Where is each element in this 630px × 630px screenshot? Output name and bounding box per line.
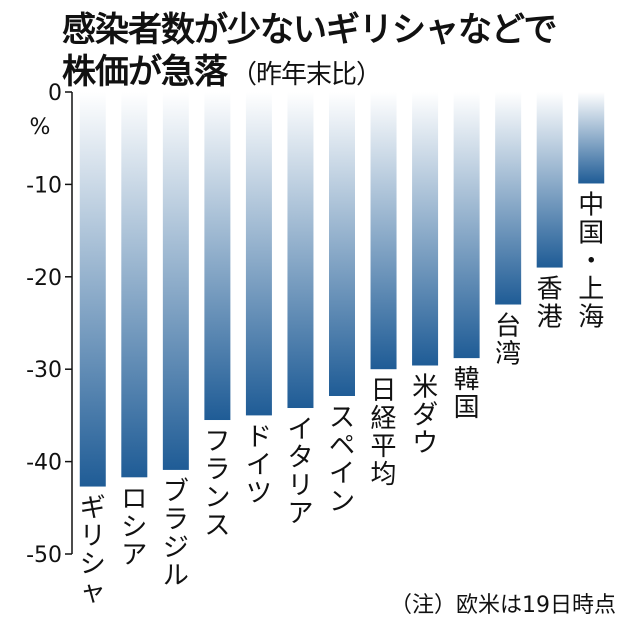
category-label-char: 上: [578, 274, 604, 304]
bar: [162, 92, 189, 470]
bar: [79, 92, 106, 487]
bar: [495, 92, 522, 305]
y-unit-label: %: [30, 115, 51, 140]
category-label-char: ラ: [204, 455, 230, 485]
category-label-char: リ: [80, 522, 106, 552]
y-tick-label: 0: [48, 81, 62, 106]
category-label-char: ブ: [163, 477, 189, 507]
category-label-char: ギ: [80, 494, 106, 524]
chart-subtitle: （昨年末比）: [231, 60, 382, 90]
category-label-char: ス: [204, 511, 230, 541]
category-label-char: 平: [371, 432, 397, 462]
category-label-char: タ: [287, 443, 313, 473]
chart-title-line2: 株価が急落 （昨年末比）: [62, 44, 382, 93]
chart-title-line1: 感染者数が少ないギリシャなどで: [62, 10, 557, 50]
y-tick-label: -30: [26, 358, 62, 383]
category-label-char: リ: [287, 471, 313, 501]
category-label-char: 香: [537, 275, 563, 305]
bar: [245, 92, 272, 416]
category-label-char: ツ: [246, 478, 272, 508]
category-label-char: ル: [163, 561, 189, 591]
category-label-char: ア: [121, 540, 147, 570]
bar: [412, 92, 439, 366]
category-label-char: 均: [371, 460, 397, 490]
category-label-char: ャ: [80, 578, 106, 608]
y-axis: 0 -10 -20 -30 -40 -50: [26, 81, 73, 568]
category-label-char: シ: [80, 550, 106, 580]
bars-group: [79, 92, 605, 487]
bar: [121, 92, 148, 478]
bar: [204, 92, 231, 421]
category-label-char: イ: [246, 450, 272, 480]
category-label-char: ロ: [121, 484, 147, 514]
y-tick-label: -50: [26, 543, 62, 568]
chart-title-line2-text: 株価が急落: [62, 52, 228, 92]
category-label-char: 韓: [454, 365, 480, 395]
category-label-char: ス: [329, 403, 355, 433]
category-label-char: 台: [495, 312, 521, 342]
category-label-char: シ: [121, 512, 147, 542]
category-label-char: ド: [246, 422, 272, 452]
category-label-char: 国: [454, 393, 480, 423]
category-label-char: ラ: [163, 505, 189, 535]
category-label-char: フ: [204, 427, 230, 457]
bar: [287, 92, 314, 409]
category-label-char: 日: [371, 376, 397, 406]
bar: [453, 92, 480, 359]
category-label-char: 海: [578, 302, 604, 332]
category-label-char: イ: [287, 415, 313, 445]
y-tick-label: -10: [26, 173, 62, 198]
bar: [329, 92, 355, 396]
category-label-char: ン: [329, 487, 355, 517]
footnote: （注）欧米は19日時点: [390, 593, 616, 618]
category-label-char: ・: [578, 246, 604, 276]
y-tick-label: -20: [26, 266, 62, 291]
category-label-char: ウ: [412, 429, 438, 459]
category-label-char: 経: [371, 404, 397, 434]
category-label-char: 湾: [495, 340, 521, 370]
bar: [578, 92, 605, 184]
category-label-char: ア: [287, 499, 313, 529]
category-label-char: 国: [578, 218, 604, 248]
category-label-char: ダ: [412, 401, 438, 431]
bar: [370, 92, 397, 370]
category-labels: ギリシャロシアブラジルフランスドイツイタリアスペイン日経平均米ダウ韓国台湾香港中…: [80, 190, 604, 607]
y-tick-label: -40: [26, 451, 62, 476]
bar: [536, 92, 563, 268]
category-label-char: ン: [204, 483, 230, 513]
category-label-char: 中: [578, 190, 604, 220]
category-label-char: 米: [412, 373, 438, 403]
category-label-char: 港: [537, 303, 563, 333]
category-label-char: ペ: [329, 431, 355, 461]
category-label-char: イ: [329, 459, 355, 489]
category-label-char: ジ: [163, 533, 189, 563]
